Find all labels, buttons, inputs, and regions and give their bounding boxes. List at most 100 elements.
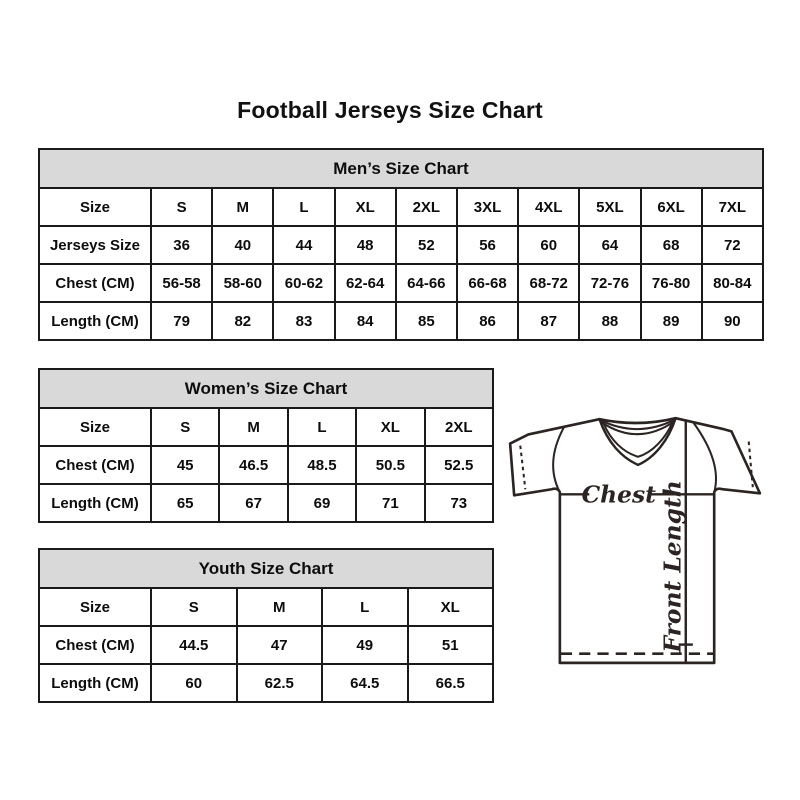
row-label: Length (CM) [38, 483, 152, 523]
table-row: Jerseys Size 36 40 44 48 52 56 60 64 68 72 [38, 225, 764, 265]
collar-arc-outer [599, 418, 677, 431]
size-value-cell: 64-66 [394, 263, 458, 303]
youth-table-title: Youth Size Chart [37, 548, 495, 589]
size-value-cell: 2XL [423, 407, 495, 447]
table-row: Chest (CM) 56-58 58-60 60-62 62-64 64-66 66-68… [38, 263, 764, 303]
size-value-cell: 86 [455, 301, 520, 341]
size-value-cell: L [272, 187, 336, 227]
size-value-cell: 36 [149, 225, 214, 265]
size-value-cell: 89 [639, 301, 703, 341]
table-header-row: Men’s Size Chart [38, 148, 764, 189]
size-value-cell: 5XL [578, 187, 642, 227]
row-label: Size [38, 187, 152, 227]
size-value-cell: 68-72 [517, 263, 581, 303]
womens-size-chart-table: Women’s Size Chart Size S M L XL 2XL Chest (CM… [38, 368, 495, 523]
size-value-cell: L [286, 407, 358, 447]
size-value-cell: 40 [211, 225, 275, 265]
size-value-cell: 64.5 [321, 663, 409, 703]
size-value-cell: 90 [700, 301, 764, 341]
table-row: Size S M L XL 2XL [38, 407, 495, 447]
size-value-cell: 60 [150, 663, 238, 703]
table-row: Size S M L XL [38, 587, 495, 627]
size-value-cell: 58-60 [211, 263, 275, 303]
row-label: Chest (CM) [38, 625, 152, 665]
row-label: Chest (CM) [38, 445, 152, 485]
size-value-cell: 82 [211, 301, 275, 341]
size-value-cell: S [149, 187, 214, 227]
mens-table-title: Men’s Size Chart [38, 148, 764, 189]
row-label: Chest (CM) [38, 263, 152, 303]
row-label: Size [38, 407, 152, 447]
size-value-cell: 60-62 [272, 263, 336, 303]
size-value-cell: 64 [578, 225, 642, 265]
size-value-cell: 88 [578, 301, 642, 341]
size-value-cell: 56 [455, 225, 520, 265]
size-value-cell: 2XL [394, 187, 458, 227]
size-value-cell: 73 [423, 483, 495, 523]
size-value-cell: 84 [333, 301, 397, 341]
table-row: Length (CM) 79 82 83 84 85 86 87 88 89 90 [38, 301, 764, 341]
size-value-cell: 52 [394, 225, 458, 265]
row-label: Length (CM) [38, 301, 152, 341]
size-value-cell: 56-58 [149, 263, 214, 303]
table-row: Chest (CM) 44.5 47 49 51 [38, 625, 495, 665]
size-value-cell: 48.5 [286, 445, 358, 485]
jersey-measurement-diagram: Chest Front Length [503, 412, 767, 666]
size-value-cell: 44.5 [150, 625, 238, 665]
size-value-cell: 79 [149, 301, 214, 341]
size-value-cell: 76-80 [639, 263, 703, 303]
size-value-cell: 67 [218, 483, 289, 523]
size-value-cell: M [235, 587, 323, 627]
vneck-outer-line [598, 416, 677, 467]
size-value-cell: 71 [355, 483, 426, 523]
size-value-cell: 66.5 [406, 663, 495, 703]
size-value-cell: XL [333, 187, 397, 227]
size-value-cell: 49 [321, 625, 409, 665]
size-value-cell: 68 [639, 225, 703, 265]
size-value-cell: 3XL [455, 187, 520, 227]
row-label: Size [38, 587, 152, 627]
table-row: Size S M L XL 2XL 3XL 4XL 5XL 6XL 7XL [38, 187, 764, 227]
table-row: Length (CM) 60 62.5 64.5 66.5 [38, 663, 495, 703]
size-value-cell: S [150, 587, 238, 627]
size-value-cell: L [321, 587, 409, 627]
youth-size-chart-table: Youth Size Chart Size S M L XL Chest (CM) 44.5… [37, 548, 495, 703]
front-length-label: Front Length [659, 480, 687, 653]
size-value-cell: 46.5 [218, 445, 289, 485]
size-value-cell: 51 [406, 625, 495, 665]
chest-label: Chest [582, 480, 657, 508]
size-value-cell: 62-64 [333, 263, 397, 303]
table-header-row: Youth Size Chart [37, 548, 495, 589]
size-value-cell: 66-68 [455, 263, 520, 303]
size-value-cell: XL [355, 407, 426, 447]
size-value-cell: 60 [517, 225, 581, 265]
size-value-cell: 72 [700, 225, 764, 265]
row-label: Length (CM) [38, 663, 152, 703]
table-row: Length (CM) 65 67 69 71 73 [38, 483, 495, 523]
size-value-cell: 52.5 [423, 445, 495, 485]
size-value-cell: 47 [235, 625, 323, 665]
right-sleeve-stitch-dashes [747, 441, 754, 488]
size-value-cell: 65 [149, 483, 221, 523]
womens-table-title: Women’s Size Chart [38, 368, 494, 409]
collar-arc-inner [600, 420, 676, 436]
jersey-outline [508, 416, 762, 665]
size-value-cell: 72-76 [578, 263, 642, 303]
left-sleeve-seam [552, 426, 565, 494]
table-row: Chest (CM) 45 46.5 48.5 50.5 52.5 [38, 445, 495, 485]
size-value-cell: 6XL [639, 187, 703, 227]
size-value-cell: 80-84 [700, 263, 764, 303]
size-value-cell: 85 [394, 301, 458, 341]
size-value-cell: S [149, 407, 221, 447]
mens-size-chart-table: Men’s Size Chart Size S M L XL 2XL 3XL 4XL 5XL 6X… [38, 148, 764, 341]
page-title: Football Jerseys Size Chart [237, 97, 543, 123]
size-value-cell: 62.5 [235, 663, 323, 703]
size-value-cell: XL [406, 587, 495, 627]
size-value-cell: 83 [272, 301, 336, 341]
size-value-cell: 44 [272, 225, 336, 265]
size-value-cell: M [211, 187, 275, 227]
table-header-row: Women’s Size Chart [38, 368, 494, 409]
size-value-cell: 45 [149, 445, 221, 485]
left-sleeve-stitch-dashes [519, 445, 527, 490]
